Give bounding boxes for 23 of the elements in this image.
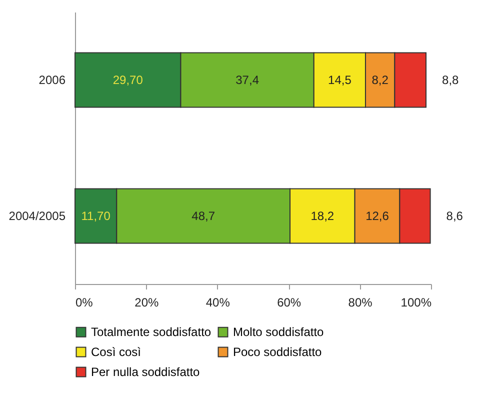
legend-label: Poco soddisfatto <box>233 345 322 359</box>
x-tick-label: 100% <box>400 296 432 310</box>
legend-label: Totalmente soddisfatto <box>91 325 212 340</box>
data-label: 8,6 <box>446 209 464 223</box>
data-label: 37,4 <box>236 73 260 87</box>
legend-label: Così così <box>91 345 142 359</box>
data-label: 11,70 <box>81 209 111 223</box>
data-label: 48,7 <box>192 209 216 223</box>
x-tick-label: 40% <box>206 296 230 310</box>
data-label: 29,70 <box>112 73 144 87</box>
y-tick-label: 2006 <box>38 73 66 87</box>
x-tick-label: 60% <box>277 296 302 310</box>
x-tick-label: 20% <box>134 296 160 310</box>
x-tick-label: 80% <box>348 296 373 310</box>
data-label: 8,8 <box>442 73 460 87</box>
x-tick-label: 0% <box>76 296 94 310</box>
legend-label: Molto soddisfatto <box>233 325 324 340</box>
data-label: 18,2 <box>310 209 334 223</box>
y-tick-label: 2004/2005 <box>8 209 66 223</box>
data-label: 14,5 <box>328 73 352 87</box>
legend-label: Per nulla soddisfatto <box>91 365 200 379</box>
data-label: 8,2 <box>372 73 389 87</box>
data-label: 12,6 <box>366 209 390 223</box>
